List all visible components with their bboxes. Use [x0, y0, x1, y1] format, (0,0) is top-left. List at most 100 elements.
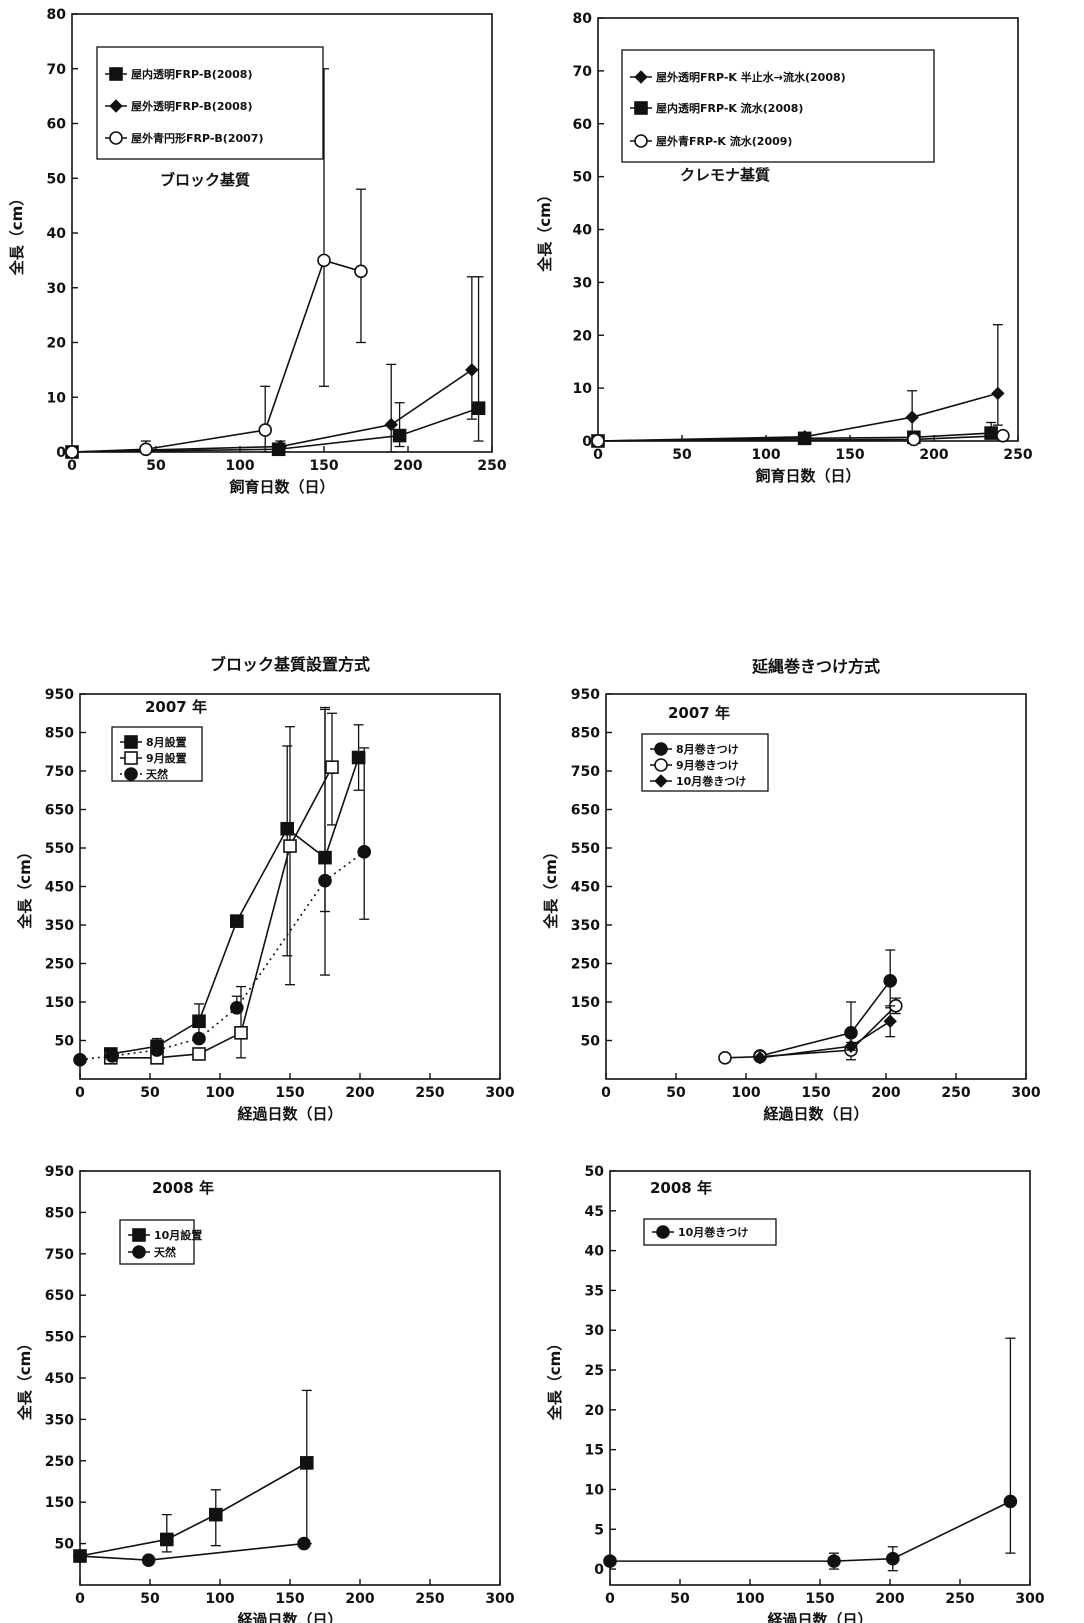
y-tick-label: 450	[45, 1371, 74, 1387]
legend: 8月巻きつけ 9月巻きつけ 10月巻きつけ	[641, 733, 769, 792]
legend-box	[96, 46, 324, 160]
y-tick-label: 150	[45, 1495, 74, 1511]
data-point	[150, 1043, 164, 1057]
legend-marker	[124, 767, 138, 781]
series-line	[759, 980, 891, 1057]
y-tick-label: 40	[585, 1244, 605, 1260]
y-tick-label: 650	[45, 803, 74, 819]
series-line	[597, 432, 992, 442]
x-axis-label: 飼育日数（日）	[754, 467, 860, 485]
x-tick-label: 50	[672, 447, 692, 463]
y-tick-label: 30	[47, 281, 67, 297]
y-tick-label: 60	[573, 117, 593, 133]
legend-marker	[124, 735, 138, 749]
y-tick-label: 850	[571, 726, 600, 742]
data-point	[753, 1051, 767, 1065]
series-line	[79, 1462, 308, 1557]
data-point	[139, 442, 153, 457]
data-point	[141, 1553, 156, 1567]
x-tick-label: 250	[415, 1085, 444, 1101]
x-tick-label: 200	[875, 1591, 904, 1607]
data-point	[384, 417, 398, 432]
data-point	[273, 439, 288, 454]
series-2	[718, 997, 903, 1065]
x-tick-label: 200	[919, 447, 948, 463]
x-tick-label: 250	[477, 458, 506, 474]
series-3	[73, 708, 372, 1067]
y-tick-label: 70	[573, 64, 593, 80]
y-tick-label: 950	[45, 687, 74, 703]
data-point	[192, 1047, 206, 1061]
legend-marker	[634, 70, 648, 84]
x-tick-label: 150	[835, 447, 864, 463]
x-axis-label: 経過日数（日）	[767, 1611, 872, 1623]
data-point	[192, 1014, 206, 1029]
data-point	[354, 264, 368, 279]
data-point	[283, 839, 297, 853]
y-tick-label: 250	[45, 1454, 74, 1470]
y-tick-label: 350	[45, 918, 74, 934]
legend-label: 屋外青円形FRP-B(2007)	[131, 131, 263, 145]
y-tick-label: 150	[45, 995, 74, 1011]
y-tick-label: 550	[45, 841, 74, 857]
chart-title: ブロック基質設置方式	[210, 655, 370, 674]
x-tick-label: 0	[593, 447, 603, 463]
y-axis-label: 全長（cm）	[546, 1336, 564, 1422]
series-line	[610, 1500, 1011, 1562]
x-tick-label: 100	[205, 1591, 234, 1607]
legend-label: 10月巻きつけ	[676, 774, 746, 788]
series-line	[71, 369, 473, 453]
legend-marker	[109, 131, 123, 145]
y-tick-label: 0	[56, 445, 66, 461]
data-point	[392, 428, 407, 443]
x-tick-label: 150	[801, 1085, 830, 1101]
y-tick-label: 40	[573, 223, 593, 239]
legend-label: 天然	[146, 767, 168, 781]
x-tick-label: 250	[941, 1085, 970, 1101]
data-point	[299, 1456, 314, 1470]
x-tick-label: 50	[670, 1591, 690, 1607]
legend-label: 9月巻きつけ	[676, 758, 739, 772]
y-tick-label: 45	[585, 1204, 604, 1220]
data-point	[318, 873, 332, 888]
data-point	[603, 1554, 617, 1568]
x-tick-label: 300	[485, 1085, 514, 1101]
y-tick-label: 550	[571, 841, 600, 857]
y-tick-label: 20	[573, 328, 593, 344]
legend-label: 9月設置	[146, 751, 187, 765]
data-point	[718, 1051, 732, 1065]
y-tick-label: 50	[585, 1164, 605, 1180]
data-point	[230, 1000, 244, 1015]
y-tick-label: 80	[573, 11, 593, 27]
x-tick-label: 0	[75, 1085, 85, 1101]
data-point	[258, 423, 273, 437]
series-2	[73, 1536, 311, 1567]
y-tick-label: 25	[585, 1363, 604, 1379]
y-tick-label: 5	[594, 1522, 604, 1538]
y-axis-label: 全長（cm）	[16, 844, 34, 930]
data-point	[797, 431, 812, 446]
x-tick-label: 0	[601, 1085, 611, 1101]
x-tick-label: 250	[415, 1591, 444, 1607]
y-tick-label: 15	[585, 1443, 604, 1459]
legend-label: 10月設置	[154, 1228, 202, 1242]
y-tick-label: 650	[45, 1288, 74, 1304]
y-tick-label: 750	[45, 1247, 74, 1263]
data-point	[465, 363, 479, 377]
x-tick-label: 0	[67, 458, 77, 474]
legend-label: 屋外青FRP-K 流水(2009)	[656, 134, 792, 148]
y-tick-label: 35	[585, 1283, 604, 1299]
y-tick-label: 50	[55, 1537, 75, 1553]
data-point	[192, 1031, 206, 1046]
series-1	[603, 1337, 1018, 1572]
x-axis-label: 経過日数（日）	[763, 1105, 868, 1123]
x-tick-label: 300	[485, 1591, 514, 1607]
data-point	[844, 1026, 858, 1040]
chart-3: 0 50 100 150 200 250 300 50 150 250 350 450 550 650 75…	[16, 655, 515, 1123]
legend-box	[119, 1219, 195, 1265]
y-tick-label: 50	[581, 1034, 601, 1050]
x-tick-label: 0	[605, 1591, 615, 1607]
data-point	[317, 253, 331, 268]
